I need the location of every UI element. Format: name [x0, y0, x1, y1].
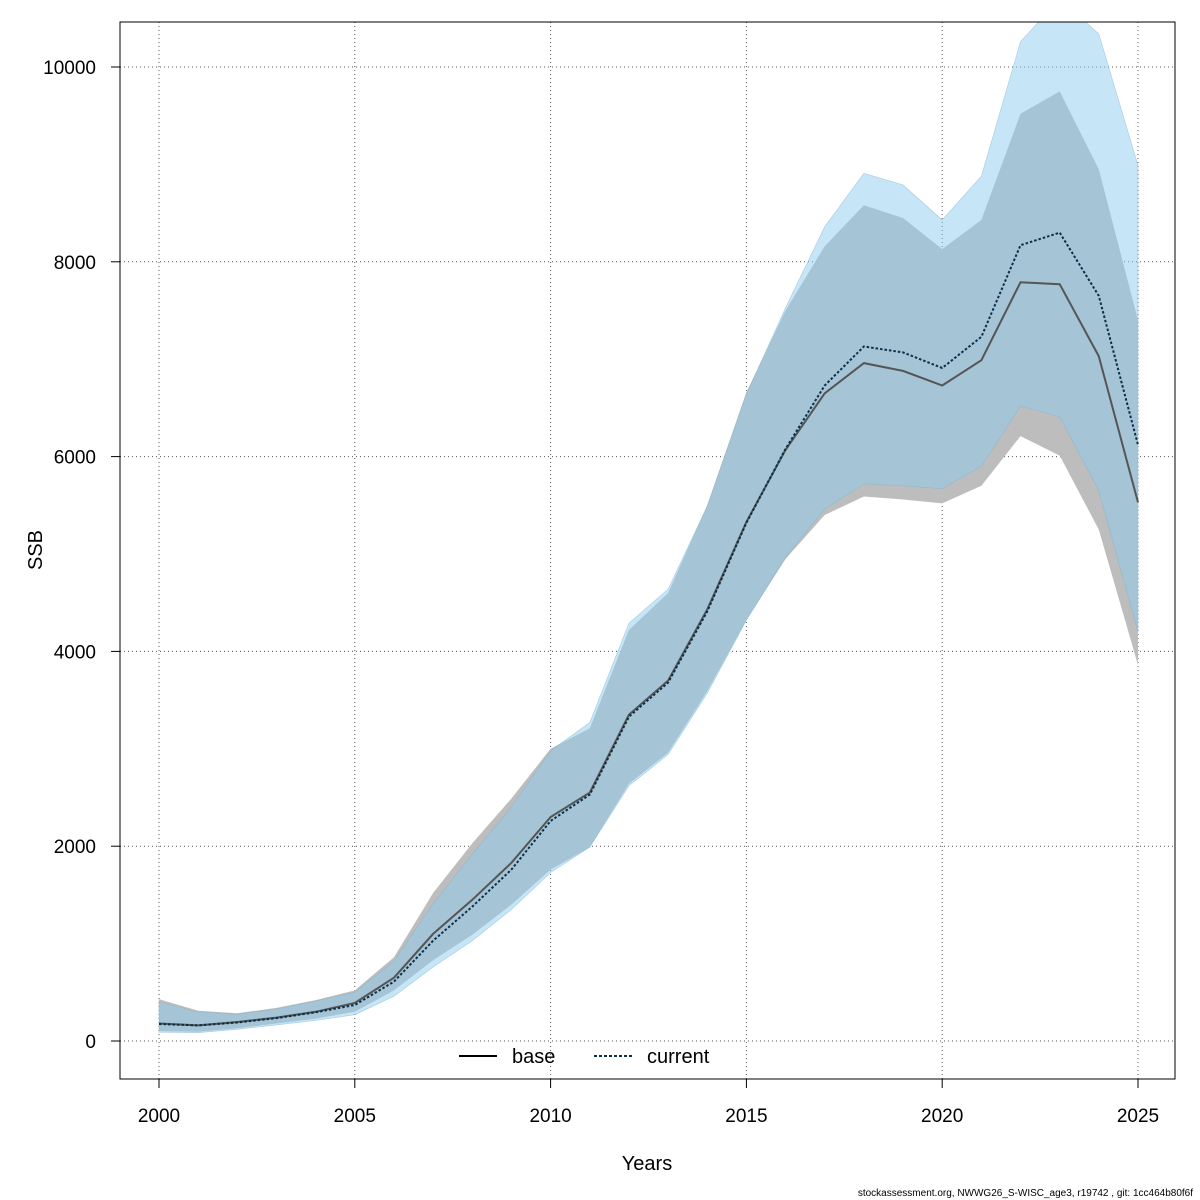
- legend-current-label: current: [647, 1046, 710, 1068]
- series-lines: [158, 231, 1139, 1027]
- band-current: [158, 22, 1139, 1034]
- x-tick-label-2010: 2010: [529, 1106, 571, 1127]
- y-axis: 0 2000 4000 6000 8000 10000: [43, 58, 121, 1053]
- x-tick-label-2025: 2025: [1117, 1106, 1159, 1127]
- y-tick-label-4000: 4000: [54, 642, 96, 663]
- legend-base-label: base: [512, 1046, 555, 1068]
- x-tick-label-2020: 2020: [921, 1106, 963, 1127]
- x-tick-label-2015: 2015: [725, 1106, 767, 1127]
- x-tick-label-2000: 2000: [138, 1106, 180, 1127]
- y-tick-label-8000: 8000: [54, 253, 96, 274]
- confidence-bands: [158, 22, 1139, 1034]
- line-current: [158, 231, 1139, 1027]
- footer-credit: stockassessment.org, NWWG26_S-WISC_age3,…: [858, 1188, 1193, 1199]
- y-tick-label-10000: 10000: [43, 58, 96, 79]
- x-axis-title: Years: [622, 1153, 672, 1175]
- y-axis-title: SSB: [25, 530, 47, 570]
- x-tick-label-2005: 2005: [334, 1106, 376, 1127]
- y-tick-label-6000: 6000: [54, 448, 96, 469]
- y-tick-label-0: 0: [85, 1032, 96, 1053]
- legend: base current: [459, 1046, 710, 1068]
- y-tick-label-2000: 2000: [54, 837, 96, 858]
- x-axis: 2000 2005 2010 2015 2020 2025: [138, 1078, 1159, 1127]
